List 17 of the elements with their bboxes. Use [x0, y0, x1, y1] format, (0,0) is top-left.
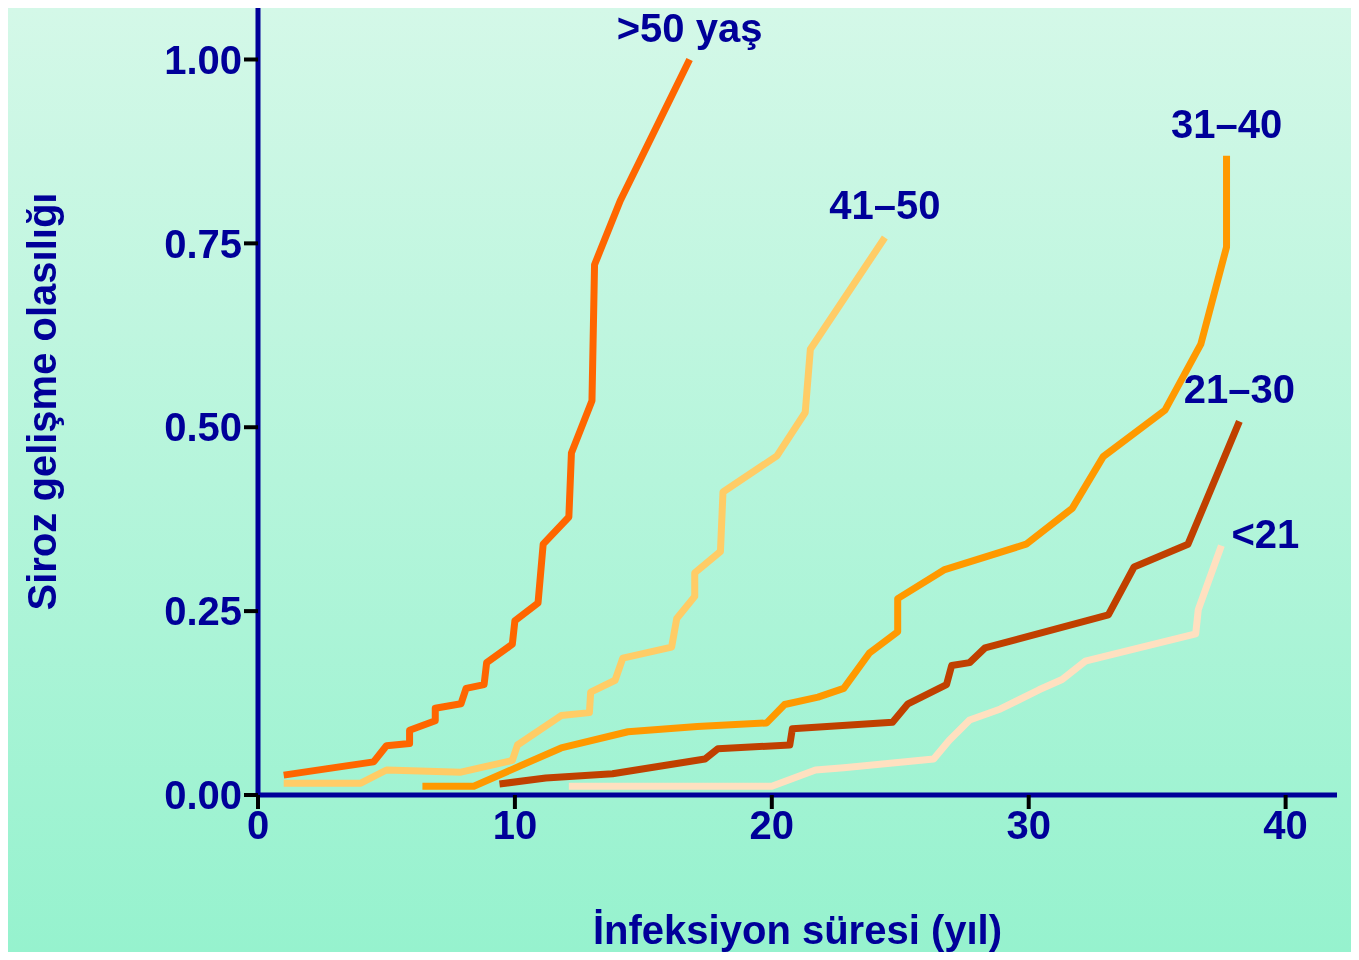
- series-label: 41–50: [829, 183, 941, 228]
- y-tick-label: 0.25: [164, 589, 242, 634]
- x-tick-label: 20: [749, 803, 795, 848]
- series-label: 31–40: [1170, 101, 1283, 146]
- x-tick-label: 0: [246, 803, 270, 848]
- x-tick-label: 30: [1006, 803, 1051, 848]
- y-tick-label: 0.00: [164, 773, 242, 818]
- y-axis-title: Siroz gelişme olasılığı: [20, 192, 65, 611]
- series-label: <21: [1231, 511, 1300, 556]
- series-label: 21–30: [1183, 367, 1295, 412]
- x-tick-label: 10: [492, 803, 538, 848]
- x-tick-label: 40: [1263, 803, 1308, 848]
- y-tick-label: 0.50: [164, 405, 242, 450]
- series-label: >50 yaş: [616, 5, 763, 50]
- y-tick-label: 1.00: [164, 37, 242, 82]
- x-axis-title: İnfeksiyon süresi (yıl): [592, 908, 1003, 952]
- y-tick-label: 0.75: [164, 221, 242, 266]
